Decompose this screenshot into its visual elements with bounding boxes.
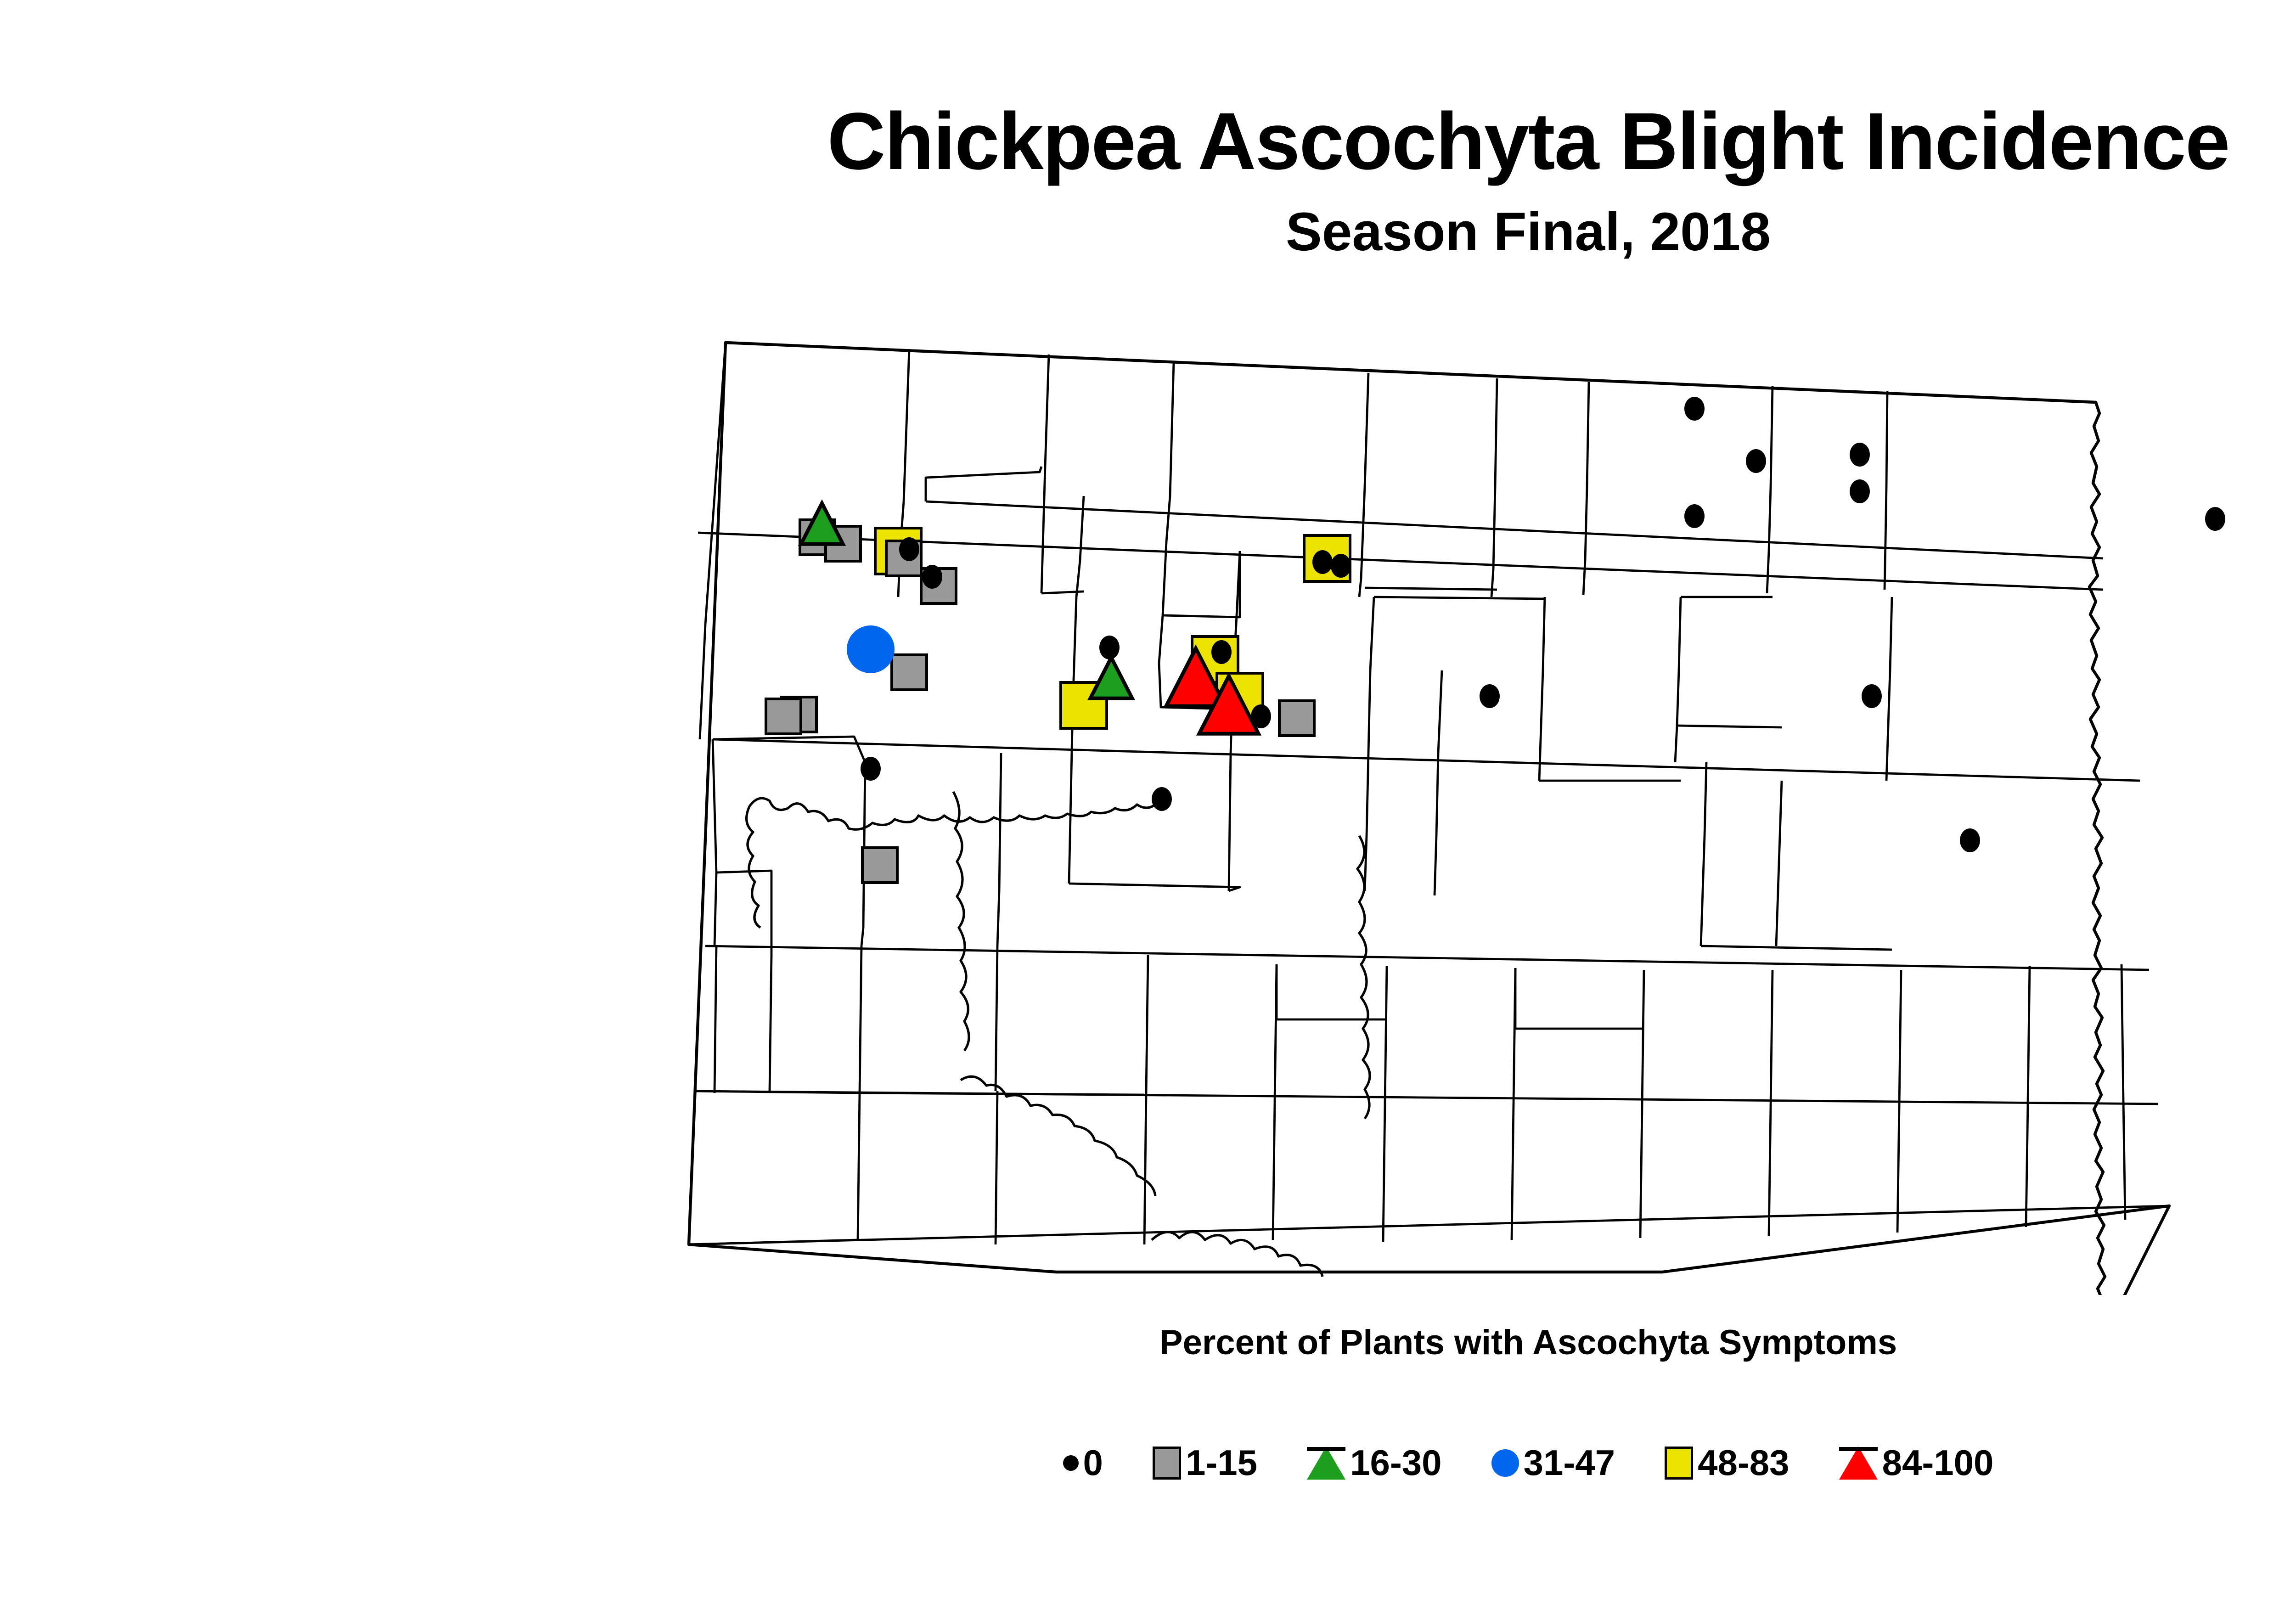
marker-dot[interactable] xyxy=(1684,504,1705,528)
marker-dot[interactable] xyxy=(861,757,881,781)
marker-dot[interactable] xyxy=(922,565,942,589)
county-boundaries xyxy=(687,341,2171,1295)
marker-dot[interactable] xyxy=(1850,479,1870,503)
marker-dot[interactable] xyxy=(1331,554,1351,578)
marker-circle[interactable] xyxy=(847,625,895,673)
legend-label: 84-100 xyxy=(1882,1442,1994,1483)
marker-square[interactable] xyxy=(890,653,928,691)
legend-triangle-base xyxy=(1839,1447,1878,1451)
legend-entry-48-83: 48-83 xyxy=(1665,1442,1790,1484)
marker-square[interactable] xyxy=(1278,699,1316,737)
marker-square[interactable] xyxy=(861,846,899,884)
legend-entry-16-30: 16-30 xyxy=(1307,1442,1442,1484)
marker-dot[interactable] xyxy=(1312,550,1333,574)
marker-dot[interactable] xyxy=(1251,704,1271,728)
legend-label: 1-15 xyxy=(1185,1442,1258,1483)
chart-titles: Chickpea Ascochyta Blight Incidence Seas… xyxy=(0,0,2296,259)
legend-entry-31-47: 31-47 xyxy=(1491,1442,1615,1484)
marker-dot[interactable] xyxy=(1480,684,1500,708)
marker-dot[interactable] xyxy=(1211,640,1232,664)
legend-triangle-icon xyxy=(1839,1446,1878,1480)
marker-dot[interactable] xyxy=(1960,828,1980,852)
marker-square[interactable] xyxy=(765,698,802,735)
legend-label: 31-47 xyxy=(1523,1442,1615,1483)
marker-triangle[interactable] xyxy=(1163,644,1229,708)
marker-dot[interactable] xyxy=(1099,636,1120,659)
map-svg xyxy=(687,341,2225,1295)
legend-square-icon xyxy=(1152,1446,1181,1480)
marker-triangle[interactable] xyxy=(1196,672,1262,736)
legend-label: 16-30 xyxy=(1350,1442,1442,1483)
marker-dot[interactable] xyxy=(899,537,919,561)
page-subtitle: Season Final, 2018 xyxy=(1286,202,1771,262)
map-caption: Percent of Plants with Ascochyta Symptom… xyxy=(1159,1323,1897,1362)
marker-dot[interactable] xyxy=(2205,507,2225,531)
marker-triangle[interactable] xyxy=(1087,653,1136,700)
legend-circle-icon xyxy=(1491,1449,1519,1477)
legend-dot-icon xyxy=(1063,1455,1079,1471)
marker-dot[interactable] xyxy=(1850,443,1870,467)
legend-square-icon xyxy=(1665,1446,1694,1480)
state-outline xyxy=(687,341,2171,1295)
marker-triangle[interactable] xyxy=(798,499,846,546)
legend-entry-0: 0 xyxy=(1063,1442,1103,1484)
legend-label: 48-83 xyxy=(1698,1442,1790,1483)
marker-dot[interactable] xyxy=(1862,684,1882,708)
marker-dot[interactable] xyxy=(1152,787,1172,811)
legend: 0 1-15 16-30 31-47 48-83 84-100 xyxy=(0,1442,2296,1484)
incidence-markers[interactable] xyxy=(765,397,2225,1295)
legend-label: 0 xyxy=(1083,1442,1103,1483)
legend-triangle-base xyxy=(1307,1447,1346,1451)
marker-dot[interactable] xyxy=(1684,397,1705,421)
north-dakota-map[interactable] xyxy=(634,321,2287,1295)
marker-dot[interactable] xyxy=(1746,449,1766,473)
page-title: Chickpea Ascochyta Blight Incidence xyxy=(827,96,2230,186)
legend-entry-84-100: 84-100 xyxy=(1839,1442,1994,1484)
legend-entry-1-15: 1-15 xyxy=(1152,1442,1258,1484)
legend-triangle-icon xyxy=(1307,1446,1346,1480)
